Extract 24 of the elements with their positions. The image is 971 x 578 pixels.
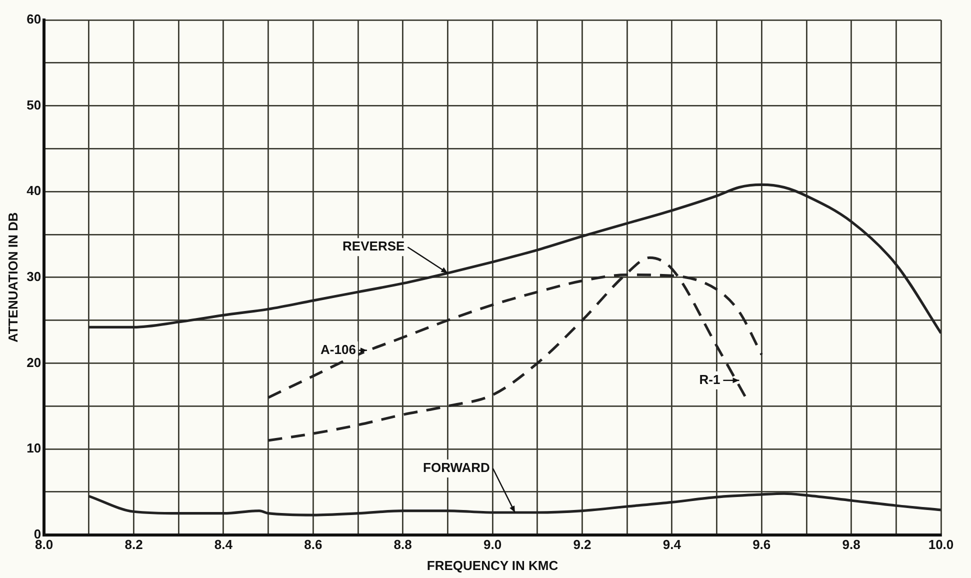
- x-tick-label: 9.6: [752, 537, 771, 552]
- annotation: REVERSE: [342, 238, 405, 254]
- y-tick-label: 60: [26, 12, 42, 27]
- x-tick-label: 9.4: [662, 537, 682, 552]
- line-series: [88, 492, 941, 516]
- annotation: R-1: [699, 372, 720, 387]
- x-tick-label: 8.4: [214, 537, 234, 552]
- x-tick-label: 8.6: [304, 537, 322, 552]
- y-axis-title: ATTENUATION IN DB: [5, 212, 20, 343]
- x-tick-label: 8.8: [394, 537, 412, 552]
- x-tick-label: 8.2: [124, 537, 143, 552]
- x-tick-label: 9.8: [842, 537, 860, 552]
- x-axis-title: FREQUENCY IN KMC: [426, 558, 559, 573]
- y-tick-label: 30: [26, 268, 42, 284]
- y-tick-label: 10: [26, 440, 42, 456]
- y-tick-label: 20: [26, 354, 42, 370]
- x-tick-label: 10.0: [928, 537, 954, 552]
- y-tick-label: 40: [26, 183, 42, 198]
- x-tick-label: 9.0: [483, 537, 502, 552]
- annotation: A-106: [320, 342, 356, 357]
- line-series: [88, 183, 941, 334]
- x-tick-label: 9.2: [573, 537, 592, 552]
- y-tick-label: 50: [26, 97, 42, 112]
- annotation: FORWARD: [423, 460, 490, 476]
